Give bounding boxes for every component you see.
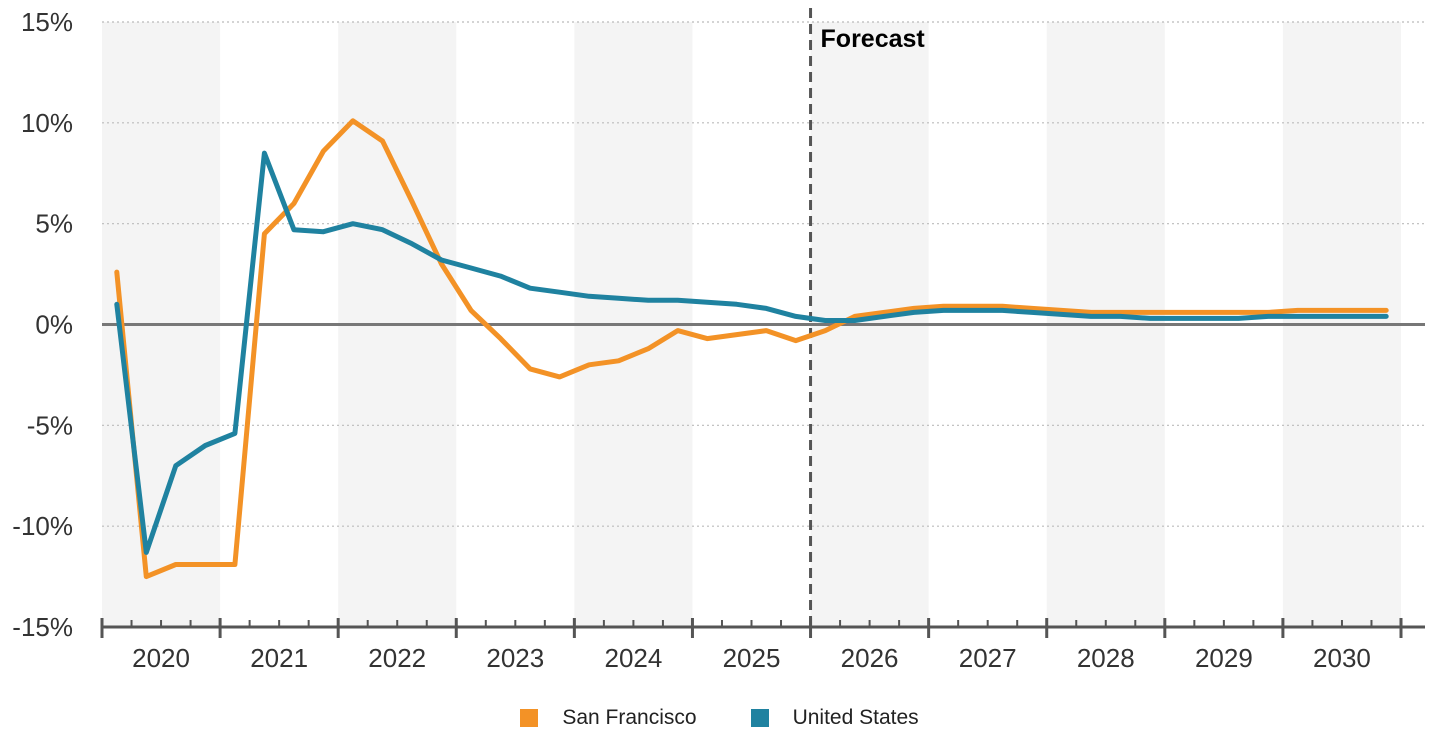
series-line-san-francisco	[114, 118, 1389, 580]
y-tick-label: 5%	[35, 209, 73, 239]
x-tick-label: 2027	[959, 643, 1017, 673]
y-tick-label: -5%	[27, 410, 73, 440]
x-tick-label: 2021	[250, 643, 308, 673]
y-tick-label: 0%	[35, 310, 73, 340]
legend-label-united-states: United States	[792, 706, 919, 729]
x-tick-label: 2023	[486, 643, 544, 673]
legend: San Francisco United States	[0, 706, 1439, 730]
y-tick-label: 15%	[21, 7, 73, 37]
x-tick-label: 2029	[1195, 643, 1253, 673]
legend-item-united-states: United States	[750, 706, 919, 730]
x-axis: 2020 2021 2022 2023 2024 2025 2026 2027 2028 2029…	[100, 618, 1425, 673]
x-tick-label: 2024	[604, 643, 662, 673]
y-tick-label: -15%	[12, 612, 73, 642]
legend-label-san-francisco: San Francisco	[562, 706, 697, 729]
series-line-united-states	[114, 150, 1389, 555]
y-axis-ticks: 15% 10% 5% 0% -5% -10% -15%	[12, 7, 73, 642]
legend-item-san-francisco: San Francisco	[520, 706, 697, 730]
legend-swatch-united-states	[750, 709, 769, 727]
data-series	[114, 118, 1389, 580]
y-tick-label: -10%	[12, 511, 73, 541]
x-tick-label: 2025	[723, 643, 781, 673]
legend-swatch-san-francisco	[520, 709, 539, 727]
x-tick-label: 2026	[841, 643, 899, 673]
x-tick-label: 2030	[1313, 643, 1371, 673]
x-tick-label: 2020	[132, 643, 190, 673]
x-tick-label: 2022	[368, 643, 426, 673]
gridlines	[102, 21, 1425, 527]
x-tick-label: 2028	[1077, 643, 1135, 673]
y-tick-label: 10%	[21, 108, 73, 138]
forecast-label: Forecast	[821, 25, 926, 53]
line-chart: 15%10%5%0%-5%-10%-15% 2020 2021 2022 2023 20…	[12, 7, 1425, 673]
